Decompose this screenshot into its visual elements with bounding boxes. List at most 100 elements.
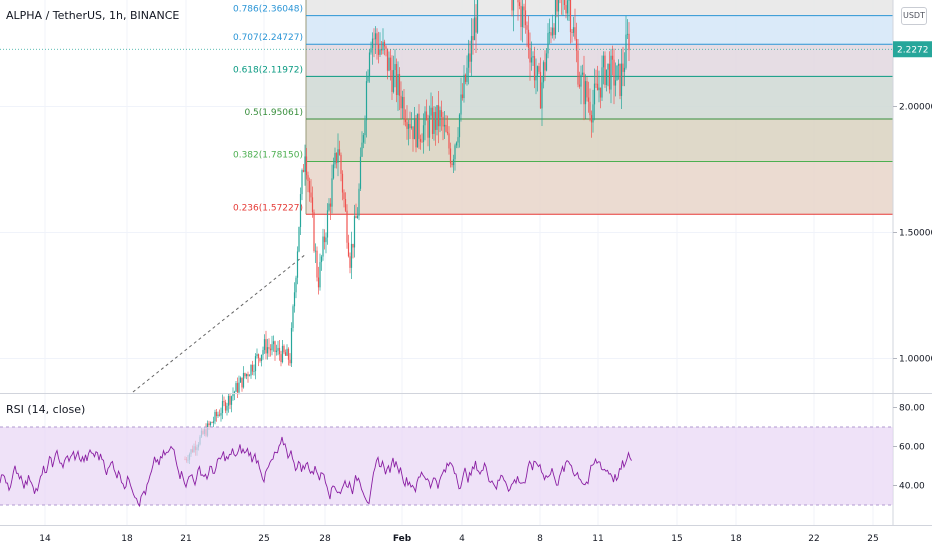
candle-body — [473, 17, 476, 41]
candle — [544, 50, 546, 81]
candle — [572, 16, 575, 37]
candle — [458, 113, 461, 148]
candle-body — [229, 396, 231, 405]
candle-body — [424, 111, 426, 126]
time-label: 21 — [180, 534, 191, 544]
candle-body — [451, 163, 453, 166]
candle — [566, 0, 569, 21]
last-price-label: 2.2272 — [897, 46, 929, 56]
fib-level-label: 0.5(1.95061) — [244, 108, 303, 118]
currency-badge[interactable]: USDT — [901, 7, 927, 25]
candle-body — [613, 59, 615, 86]
candle-body — [311, 197, 314, 213]
candle-body — [256, 354, 258, 357]
candle — [536, 65, 539, 92]
candle-body — [527, 29, 530, 48]
candle — [224, 399, 227, 414]
candle-body — [472, 36, 474, 41]
candle — [419, 134, 422, 150]
time-label: Feb — [393, 534, 412, 544]
candle — [397, 61, 399, 111]
candle-body — [263, 339, 266, 351]
candle-body — [248, 375, 251, 377]
candle — [286, 344, 288, 357]
candle-body — [538, 66, 540, 72]
candle-body — [427, 120, 429, 138]
candle — [580, 65, 582, 105]
candle — [622, 46, 624, 87]
candle — [418, 104, 420, 150]
candle — [358, 183, 360, 221]
candle — [262, 346, 264, 360]
candle — [607, 63, 609, 87]
candle — [401, 90, 404, 120]
candle-body — [310, 192, 312, 198]
candle-body — [445, 124, 447, 132]
candle — [382, 28, 384, 55]
candle — [350, 231, 353, 279]
time-label: 18 — [730, 534, 742, 544]
candle-body — [523, 6, 525, 11]
candle — [218, 409, 221, 417]
candle — [323, 229, 326, 250]
candle-body — [247, 374, 249, 377]
candle — [341, 170, 344, 201]
candle-body — [593, 83, 596, 105]
candle-body — [580, 74, 582, 87]
candle — [428, 105, 431, 151]
candle — [331, 164, 333, 214]
candle-body — [212, 421, 215, 423]
candle-body — [269, 348, 272, 351]
candle-body — [592, 104, 594, 123]
candle-body — [571, 32, 573, 33]
candle-body — [554, 0, 557, 35]
candle — [469, 40, 471, 73]
candle-body — [584, 81, 587, 105]
candle — [212, 416, 215, 428]
candle-body — [361, 142, 363, 157]
candle — [617, 59, 620, 80]
candle-body — [457, 137, 459, 143]
candle — [410, 112, 413, 130]
candle — [335, 152, 338, 169]
candle — [524, 0, 527, 34]
candle-body — [616, 65, 618, 81]
candle — [290, 322, 293, 368]
candle — [340, 152, 342, 182]
candle-body — [431, 107, 434, 134]
candle-body — [224, 402, 227, 411]
candle-body — [308, 180, 311, 193]
candle-body — [374, 33, 377, 40]
rsi-title[interactable]: RSI (14, close) — [6, 403, 86, 416]
candle — [250, 364, 252, 379]
symbol-title[interactable]: ALPHA / TetherUS, 1h, BINANCE — [6, 9, 180, 22]
candle-body — [412, 126, 414, 140]
candle — [239, 376, 242, 383]
candle-body — [271, 344, 273, 351]
candle — [260, 354, 263, 367]
candle-body — [244, 373, 246, 377]
candle — [299, 187, 302, 235]
candle-body — [466, 67, 468, 82]
candle — [460, 77, 462, 122]
candle — [601, 55, 603, 102]
candle-body — [533, 56, 536, 81]
candle-body — [367, 76, 369, 82]
candle — [211, 421, 213, 424]
candle — [595, 69, 597, 88]
candle-body — [259, 358, 261, 361]
candle — [518, 0, 521, 10]
candle — [313, 209, 315, 253]
candle — [611, 45, 614, 76]
fib-level-label: 0.236(1.57227) — [233, 203, 303, 213]
candle — [320, 254, 323, 271]
candle — [512, 0, 515, 32]
candle-body — [380, 49, 383, 51]
fib-zone — [306, 15, 893, 45]
candle — [562, 0, 564, 16]
candle-body — [539, 71, 542, 109]
candle — [551, 14, 554, 39]
rsi-pane: 80.00 60.00 40.00 — [0, 393, 932, 508]
candle-body — [362, 135, 365, 143]
